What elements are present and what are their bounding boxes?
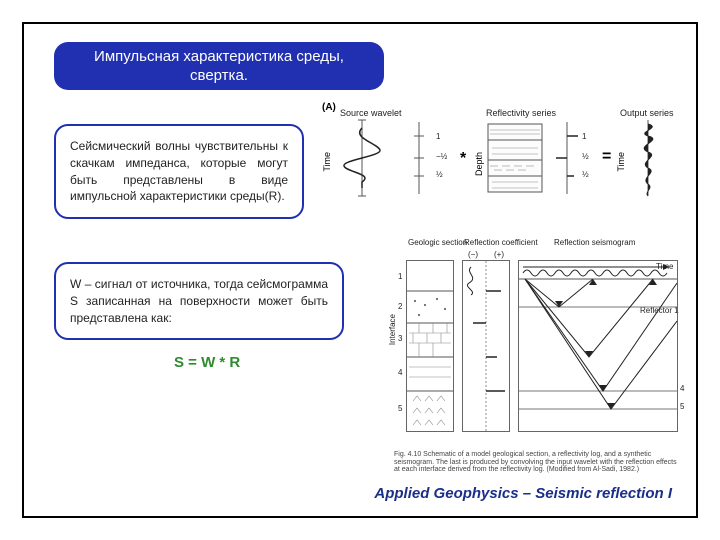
figA-time-axis-1: Time [322, 152, 332, 172]
figA-wavelet-svg [332, 118, 392, 198]
figB-interface: Interface [388, 314, 397, 345]
figB-refl-svg [463, 261, 509, 431]
figB-row2: 2 [398, 302, 402, 311]
figA-tick-neghalf: −½ [436, 152, 447, 161]
figB-row5b: 5 [680, 402, 684, 411]
slide-title: Импульсная характеристика среды, свертка… [54, 42, 384, 90]
figA-tick-half-c: ½ [582, 170, 589, 179]
figA-tick-1b: 1 [582, 132, 586, 141]
figB-hdr-geo: Geologic section [408, 238, 467, 247]
figB-row4b: 4 [680, 384, 684, 393]
figB-seis-frame [518, 260, 678, 432]
figA-label: (A) [322, 102, 336, 113]
figA-time-axis-2: Time [616, 152, 626, 172]
formula: S = W * R [174, 354, 240, 371]
figA-col2-label: Reflectivity series [486, 108, 556, 118]
figB-row4: 4 [398, 368, 402, 377]
figA-layers-svg [486, 118, 544, 198]
figB-hdr-refl: Reflection coefficient [464, 238, 538, 247]
figA-output-svg [628, 118, 678, 198]
figA-tick-half-b: ½ [582, 152, 589, 161]
figA-tick-1a: 1 [436, 132, 440, 141]
figure-a: (A) Source wavelet Reflectivity series O… [324, 102, 684, 222]
figA-eq-op: = [602, 148, 611, 166]
figB-geo-frame [406, 260, 454, 432]
paragraph-impulse: Сейсмический волны чувствительны к скачк… [54, 124, 304, 219]
figB-plus: (+) [494, 250, 504, 259]
figB-row3: 3 [398, 334, 402, 343]
figA-refl-axis-svg [404, 118, 434, 198]
figA-col3-label: Output series [620, 108, 674, 118]
figB-minus: (−) [468, 250, 478, 259]
figA-refl-series-svg [552, 118, 582, 198]
figB-row5: 5 [398, 404, 402, 413]
figA-depth-axis: Depth [474, 152, 484, 176]
footer-credit: Applied Geophysics – Seismic reflection … [374, 485, 672, 502]
figA-conv-op: * [460, 150, 466, 168]
figB-geo-svg [407, 261, 453, 431]
paragraph-convolution: W – сигнал от источника, тогда сейсмогра… [54, 262, 344, 340]
figA-tick-half-a: ½ [436, 170, 443, 179]
slide-frame: Импульсная характеристика среды, свертка… [22, 22, 698, 518]
figure-b: Geologic section Reflection coefficient … [384, 234, 684, 474]
figB-row1: 1 [398, 272, 402, 281]
figB-seis-svg [519, 261, 677, 431]
figA-col1-label: Source wavelet [340, 108, 402, 118]
figB-hdr-seis: Reflection seismogram [554, 238, 635, 247]
figB-caption: Fig. 4.10 Schematic of a model geologica… [394, 451, 684, 474]
figB-refl-frame [462, 260, 510, 432]
